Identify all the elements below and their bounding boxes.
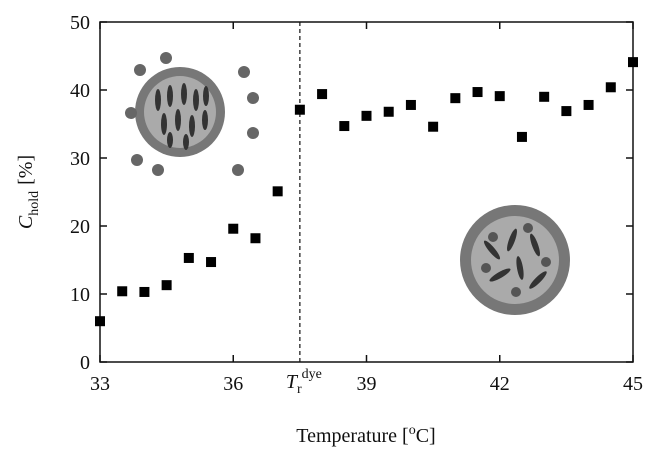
x-tick-label: 33	[90, 373, 110, 395]
y-label-sub: hold	[27, 191, 42, 216]
point	[228, 223, 239, 234]
x-tick-label: 39	[357, 373, 377, 395]
point	[472, 87, 483, 98]
x-axis-label: Temperature [oC]	[296, 423, 435, 447]
x-tick-label: 42	[490, 373, 510, 395]
point	[183, 252, 194, 263]
point	[317, 89, 328, 100]
y-axis-label: Chold [%]	[15, 155, 42, 229]
y-tick-label: 50	[70, 12, 90, 34]
point	[294, 104, 305, 115]
y-label-main: C	[15, 215, 37, 229]
point	[628, 57, 638, 68]
illustration-core	[460, 205, 570, 315]
threshold-sup: dye	[302, 367, 322, 382]
threshold-main: T	[286, 371, 299, 393]
point	[339, 121, 350, 132]
x-label-sup: o	[409, 423, 416, 438]
point	[428, 121, 439, 132]
point	[583, 99, 594, 110]
y-label-unit: [%]	[15, 155, 37, 185]
point	[161, 280, 172, 291]
x-tick-label: 36	[223, 373, 243, 395]
point	[272, 186, 283, 197]
point	[206, 257, 217, 268]
illustration-shell	[125, 52, 259, 176]
point	[494, 91, 505, 102]
point	[250, 233, 261, 244]
point	[561, 106, 572, 117]
point	[95, 316, 105, 327]
y-tick-label: 10	[70, 284, 90, 306]
y-tick-label: 20	[70, 216, 90, 238]
threshold-label: Trdye	[286, 367, 322, 397]
point	[405, 99, 416, 110]
point	[539, 91, 550, 102]
point	[139, 286, 150, 297]
point	[450, 93, 461, 104]
threshold-sub: r	[297, 382, 302, 397]
point	[117, 286, 128, 297]
x-label-tail: C]	[416, 425, 436, 447]
point	[605, 82, 616, 93]
point	[516, 131, 527, 142]
point	[361, 110, 372, 121]
y-tick-label: 40	[70, 80, 90, 102]
y-tick-label: 0	[80, 352, 90, 374]
point	[383, 106, 394, 117]
y-tick-label: 30	[70, 148, 90, 170]
x-tick-label: 45	[623, 373, 643, 395]
x-label-main: Temperature [	[296, 425, 408, 447]
